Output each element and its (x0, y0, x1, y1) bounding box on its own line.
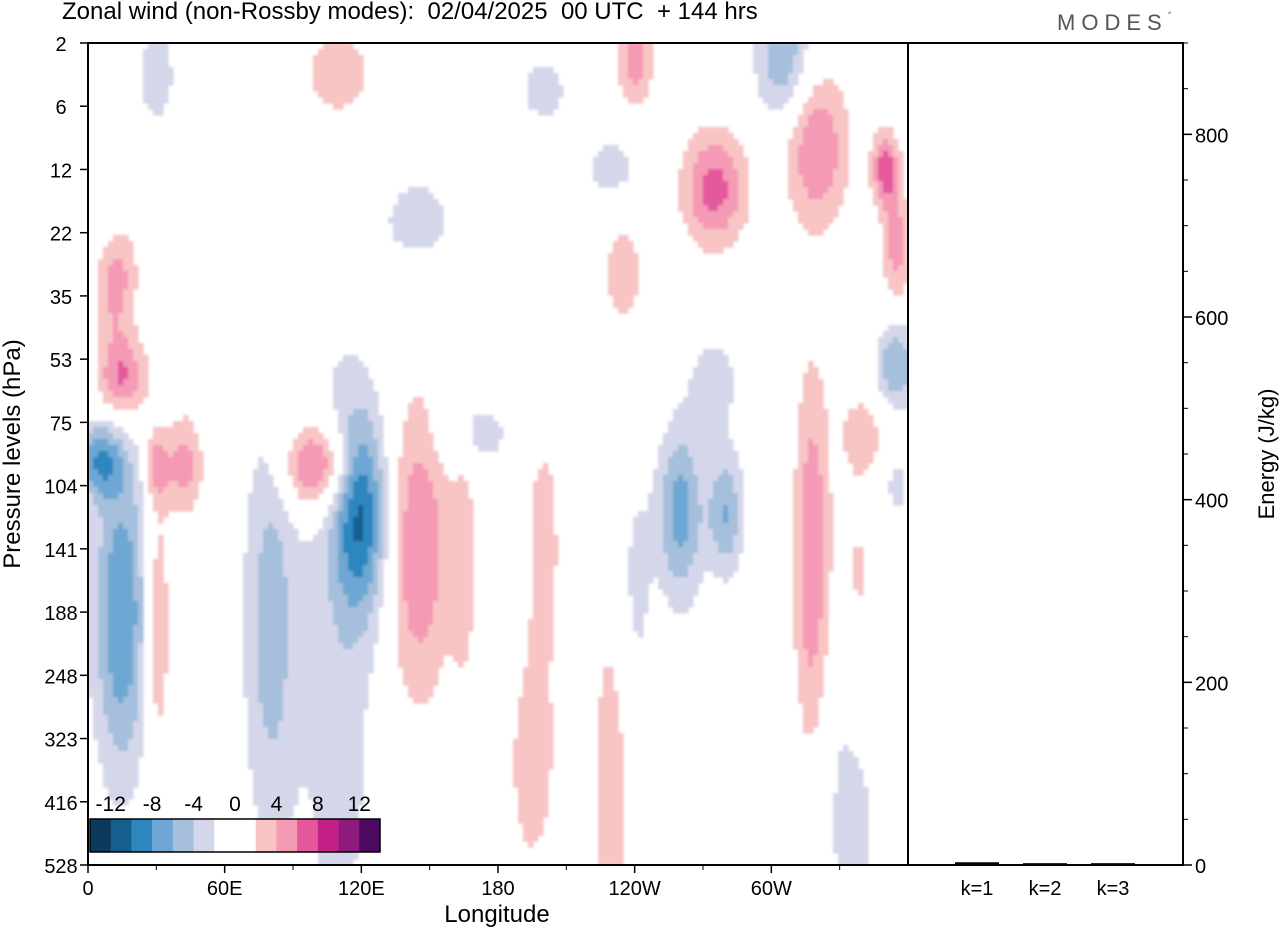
x-tick-label: 60E (207, 878, 243, 900)
energy-bar-label: k=1 (961, 878, 994, 900)
x-axis-label: Longitude (444, 901, 549, 928)
colorbar-swatch (110, 819, 132, 852)
colorbar-swatch (317, 819, 339, 852)
y-tick-label: 141 (44, 540, 77, 562)
x-tick-label: 0 (82, 878, 93, 900)
energy-bar-label: k=2 (1029, 878, 1062, 900)
heatmap-field (88, 43, 908, 865)
energy-bars: k=1 k=2 k=3 (955, 862, 1135, 900)
x-tick-label: 180 (481, 878, 514, 900)
y-tick-label: 528 (44, 856, 77, 878)
energy-bar (955, 862, 999, 865)
x-tick-label: 60W (751, 878, 792, 900)
energy-axis-label: Energy (J/kg) (1254, 389, 1279, 520)
y-tick-label: 416 (44, 793, 77, 815)
colorbar-swatch (214, 819, 236, 852)
colorbar-label: 12 (348, 793, 371, 816)
logo-mark: ° (1167, 9, 1172, 20)
y-tick-label: 248 (44, 666, 77, 688)
colorbar-frame (89, 818, 381, 853)
energy-tick-label: 400 (1195, 491, 1228, 513)
colorbar-swatch (152, 819, 174, 852)
colorbar-label: 4 (271, 793, 283, 816)
y-tick-label: 12 (50, 160, 72, 182)
colorbar-swatch (193, 819, 215, 852)
energy-tick-label: 600 (1195, 308, 1228, 330)
y-tick-label: 53 (50, 350, 72, 372)
colorbar-label: -12 (96, 793, 126, 816)
energy-tick-label: 800 (1195, 125, 1228, 147)
colorbar-swatch (131, 819, 153, 852)
y-tick-label: 75 (50, 413, 72, 435)
y-axis-label: Pressure levels (hPa) (0, 339, 26, 568)
colorbar-label: -8 (143, 793, 162, 816)
energy-tick-label: 0 (1195, 856, 1206, 878)
y-tick-label: 6 (55, 97, 66, 119)
page-title: Zonal wind (non-Rossby modes): 02/04/202… (62, 0, 758, 25)
energy-bar (1023, 863, 1067, 865)
colorbar-swatch (255, 819, 277, 852)
y-tick-label: 2 (55, 34, 66, 56)
colorbar-swatch (90, 819, 112, 852)
colorbar-swatch (235, 819, 257, 852)
colorbar-swatch (338, 819, 360, 852)
x-tick-label: 120E (338, 878, 385, 900)
colorbar-swatch (172, 819, 194, 852)
colorbar: -12 -8 -4 0 4 8 12 (89, 793, 381, 853)
y-tick-label: 188 (44, 603, 77, 625)
x-tick-label: 120W (609, 878, 661, 900)
colorbar-label: 0 (229, 793, 241, 816)
logo-text: MODES (1057, 10, 1168, 35)
colorbar-swatch (297, 819, 319, 852)
colorbar-label: 8 (312, 793, 324, 816)
colorbar-swatch (359, 819, 381, 852)
energy-bar (1091, 863, 1135, 865)
y-tick-label: 22 (50, 224, 72, 246)
colorbar-label: -4 (184, 793, 203, 816)
y-tick-label: 104 (44, 477, 77, 499)
energy-bar-label: k=3 (1097, 878, 1130, 900)
colorbar-swatch (276, 819, 298, 852)
y-tick-label: 35 (50, 287, 72, 309)
modes-logo: MODES° (1057, 10, 1171, 36)
y-tick-label: 323 (44, 730, 77, 752)
energy-tick-label: 200 (1195, 673, 1228, 695)
